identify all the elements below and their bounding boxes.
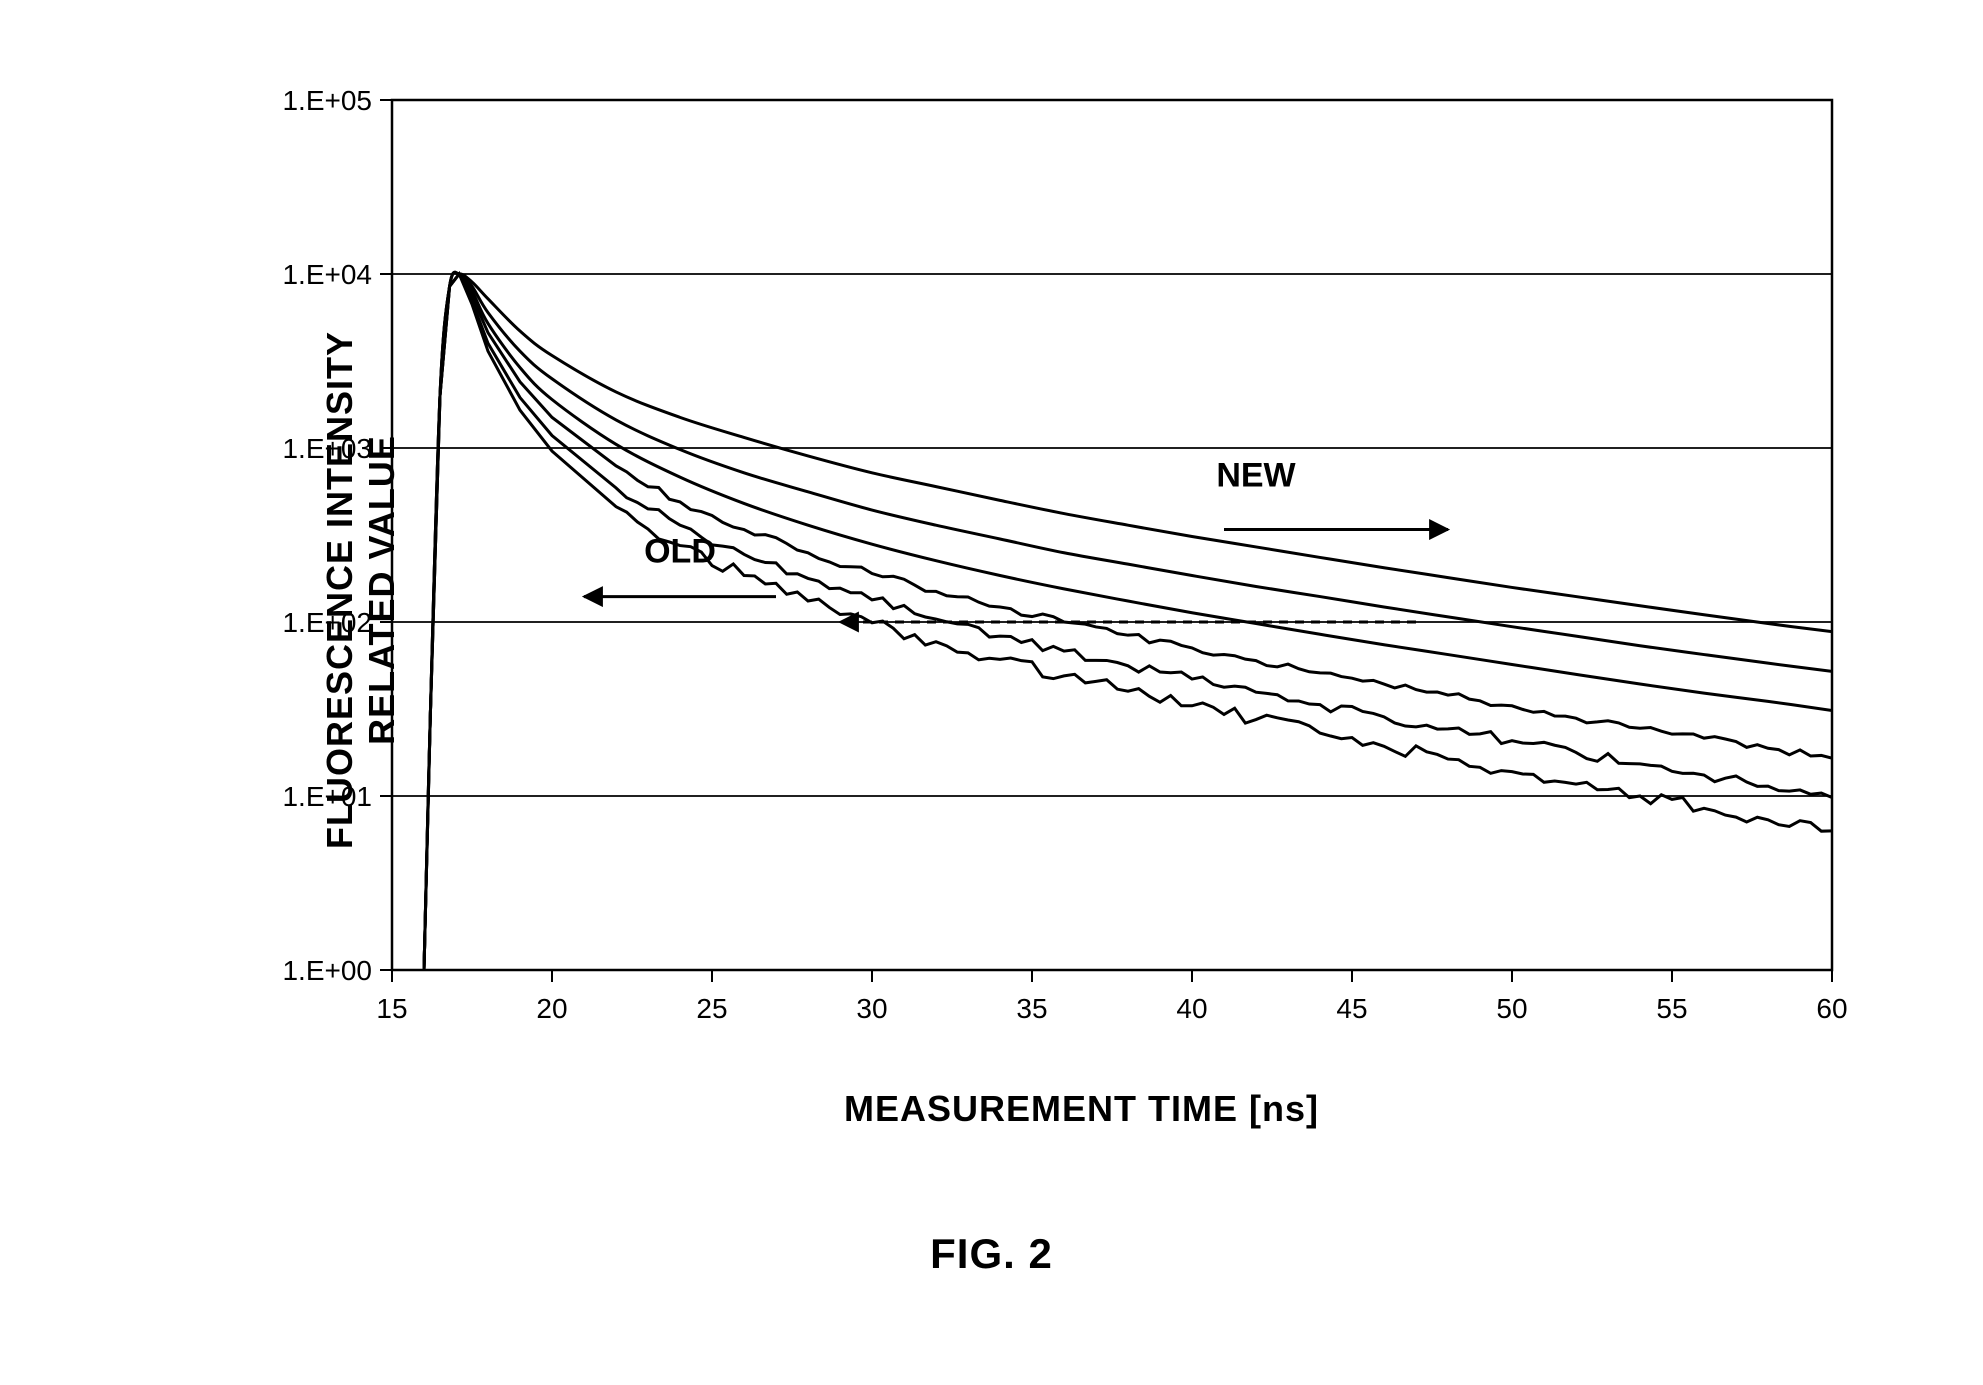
figure-caption: FIG. 2 <box>92 1230 1892 1278</box>
y-axis-label: FLUORESCENCE INTENSITY RELATED VALUE <box>319 331 403 849</box>
svg-text:50: 50 <box>1496 993 1527 1024</box>
svg-text:1.E+04: 1.E+04 <box>282 259 372 290</box>
svg-text:35: 35 <box>1016 993 1047 1024</box>
svg-text:55: 55 <box>1656 993 1687 1024</box>
chart-container: FLUORESCENCE INTENSITY RELATED VALUE 15 2… <box>92 40 1892 1140</box>
svg-text:25: 25 <box>696 993 727 1024</box>
svg-text:20: 20 <box>536 993 567 1024</box>
svg-text:45: 45 <box>1336 993 1367 1024</box>
svg-text:1.E+05: 1.E+05 <box>282 85 372 116</box>
svg-text:1.E+00: 1.E+00 <box>282 955 372 986</box>
svg-text:40: 40 <box>1176 993 1207 1024</box>
svg-text:60: 60 <box>1816 993 1847 1024</box>
x-axis-label: MEASUREMENT TIME [ns] <box>844 1088 1319 1130</box>
label-new: NEW <box>1216 457 1296 495</box>
label-old: OLD <box>644 532 716 570</box>
svg-text:30: 30 <box>856 993 887 1024</box>
svg-text:15: 15 <box>376 993 407 1024</box>
